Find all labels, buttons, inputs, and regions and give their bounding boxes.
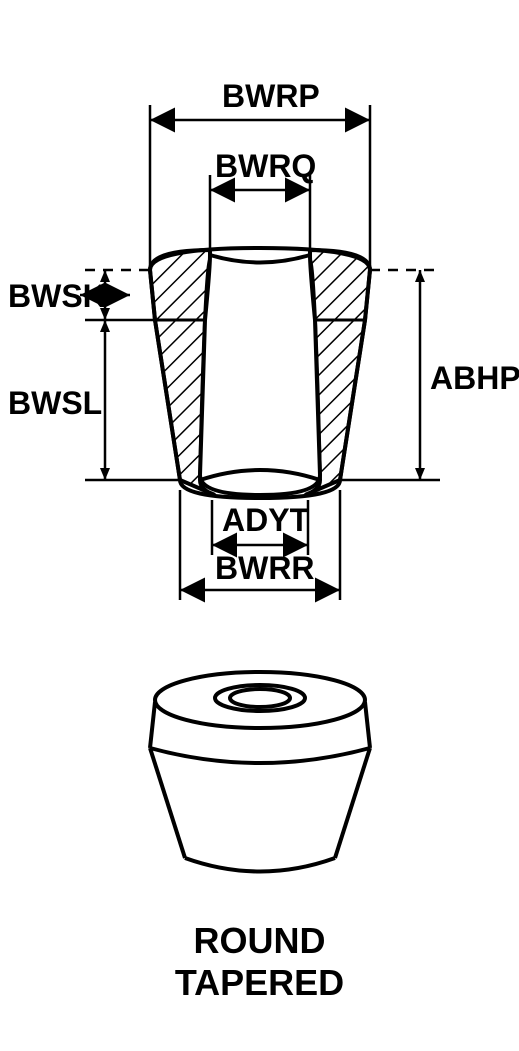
caption-line1: ROUND (0, 920, 519, 962)
caption-line2: TAPERED (0, 962, 519, 1004)
label-abhp: ABHP (430, 360, 519, 397)
label-bwsl: BWSL (8, 385, 102, 422)
iso-view (150, 672, 370, 872)
drawing-container: BWRP BWRQ BWSK BWSL ABHP ADYT BWRR ROUND… (0, 0, 519, 1051)
label-bwrr: BWRR (215, 550, 315, 587)
label-adyt: ADYT (222, 502, 309, 539)
label-bwrp: BWRP (222, 78, 320, 115)
label-bwrq: BWRQ (215, 148, 316, 185)
label-bwsk: BWSK (8, 278, 106, 315)
